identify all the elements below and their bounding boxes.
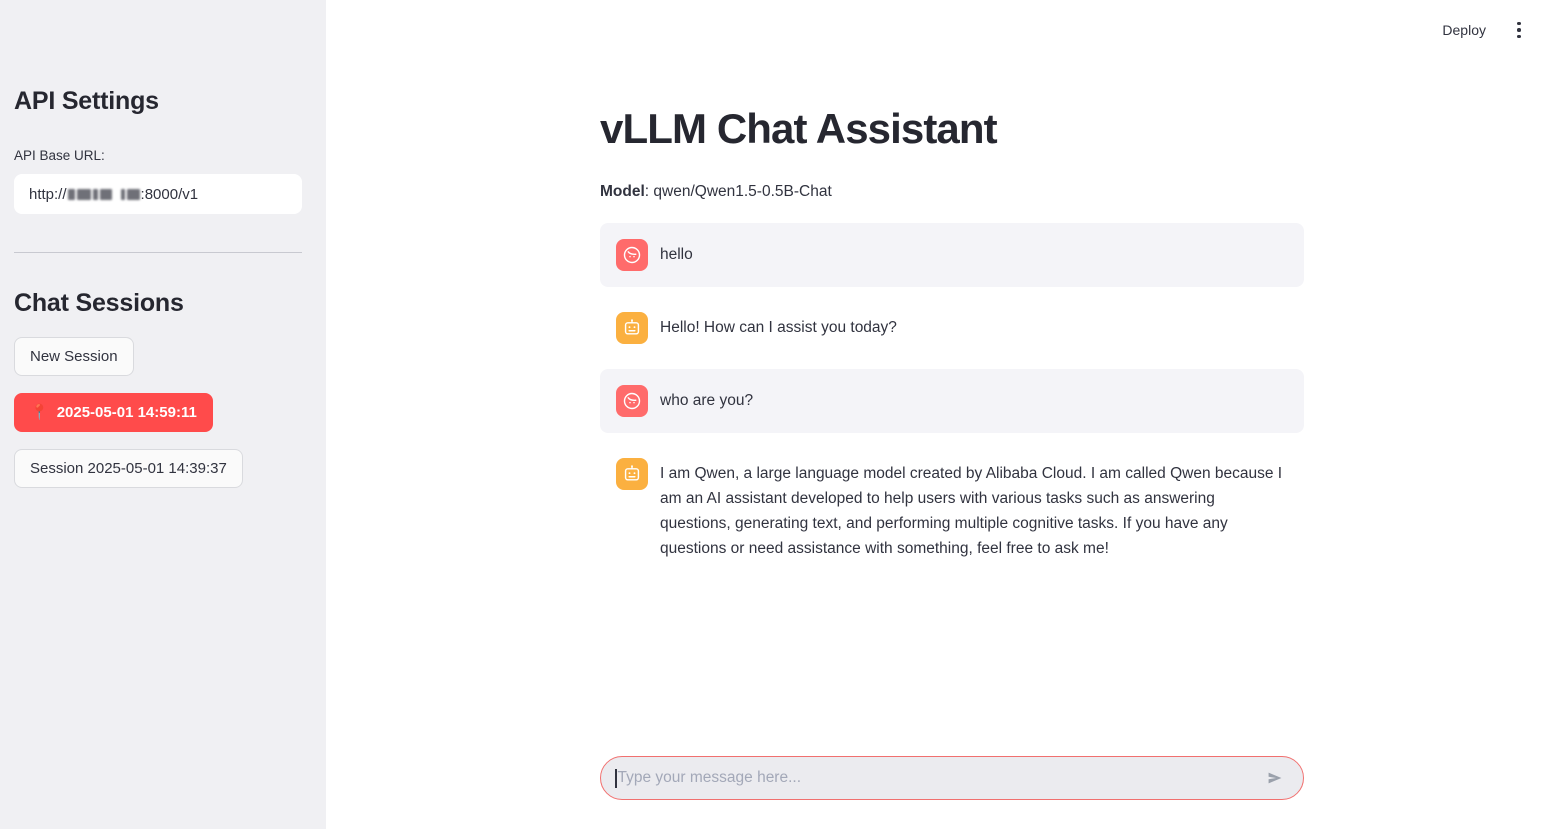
api-base-url-host-redacted	[67, 188, 140, 200]
chat-input-container: Type your message here...	[600, 756, 1304, 800]
sidebar-session-active[interactable]: 📍 2025-05-01 14:59:11	[14, 393, 213, 433]
model-info: Model: qwen/Qwen1.5-0.5B-Chat	[600, 180, 1304, 203]
kebab-menu-icon[interactable]	[1502, 13, 1536, 47]
chat-message-text: hello	[660, 245, 693, 263]
model-separator: :	[644, 183, 654, 201]
user-face-icon	[616, 384, 648, 417]
main-content: Deploy vLLM Chat Assistant Model: qwen/Q…	[326, 0, 1552, 829]
robot-icon	[616, 311, 648, 344]
sidebar-divider	[14, 252, 302, 254]
model-name: qwen/Qwen1.5-0.5B-Chat	[653, 183, 832, 201]
robot-icon	[616, 457, 648, 490]
chat-message-assistant: Hello! How can I assist you today?	[600, 296, 1304, 360]
api-base-url-input[interactable]: http:// :8000/v1	[14, 174, 302, 215]
chat-sessions-heading: Chat Sessions	[14, 289, 184, 318]
model-label: Model	[600, 183, 645, 201]
new-session-button[interactable]: New Session	[14, 337, 134, 377]
pushpin-icon: 📍	[30, 404, 49, 422]
api-settings-heading: API Settings	[14, 87, 159, 115]
chat-message-user: who are you?	[600, 368, 1304, 433]
chat-message-text: I am Qwen, a large language model create…	[660, 464, 1283, 558]
sidebar: API Settings API Base URL: http:// :8000/…	[0, 0, 326, 829]
chat-message-user: hello	[600, 222, 1304, 287]
chat-message-text: Hello! How can I assist you today?	[660, 318, 897, 336]
message-list: hello	[600, 222, 1304, 578]
chat-message-assistant: I am Qwen, a large language model create…	[600, 442, 1304, 578]
chat-input-placeholder: Type your message here...	[617, 769, 802, 787]
top-toolbar: Deploy	[326, 0, 1552, 60]
page-title: vLLM Chat Assistant	[600, 105, 998, 152]
sidebar-session-item[interactable]: Session 2025-05-01 14:39:37	[14, 449, 243, 489]
chat-message-text: who are you?	[660, 391, 754, 409]
content-area: vLLM Chat Assistant Model: qwen/Qwen1.5-…	[326, 60, 1552, 829]
text-caret	[615, 768, 617, 788]
api-base-url-suffix: :8000/v1	[140, 185, 199, 203]
api-base-url-prefix: http://	[29, 185, 67, 203]
chat-input[interactable]: Type your message here...	[600, 756, 1304, 800]
api-base-url-label: API Base URL:	[14, 148, 105, 163]
deploy-button[interactable]: Deploy	[1432, 16, 1496, 44]
user-face-icon	[616, 238, 648, 271]
sidebar-session-label: 2025-05-01 14:59:11	[56, 404, 197, 422]
send-arrow-icon[interactable]	[1263, 766, 1287, 790]
